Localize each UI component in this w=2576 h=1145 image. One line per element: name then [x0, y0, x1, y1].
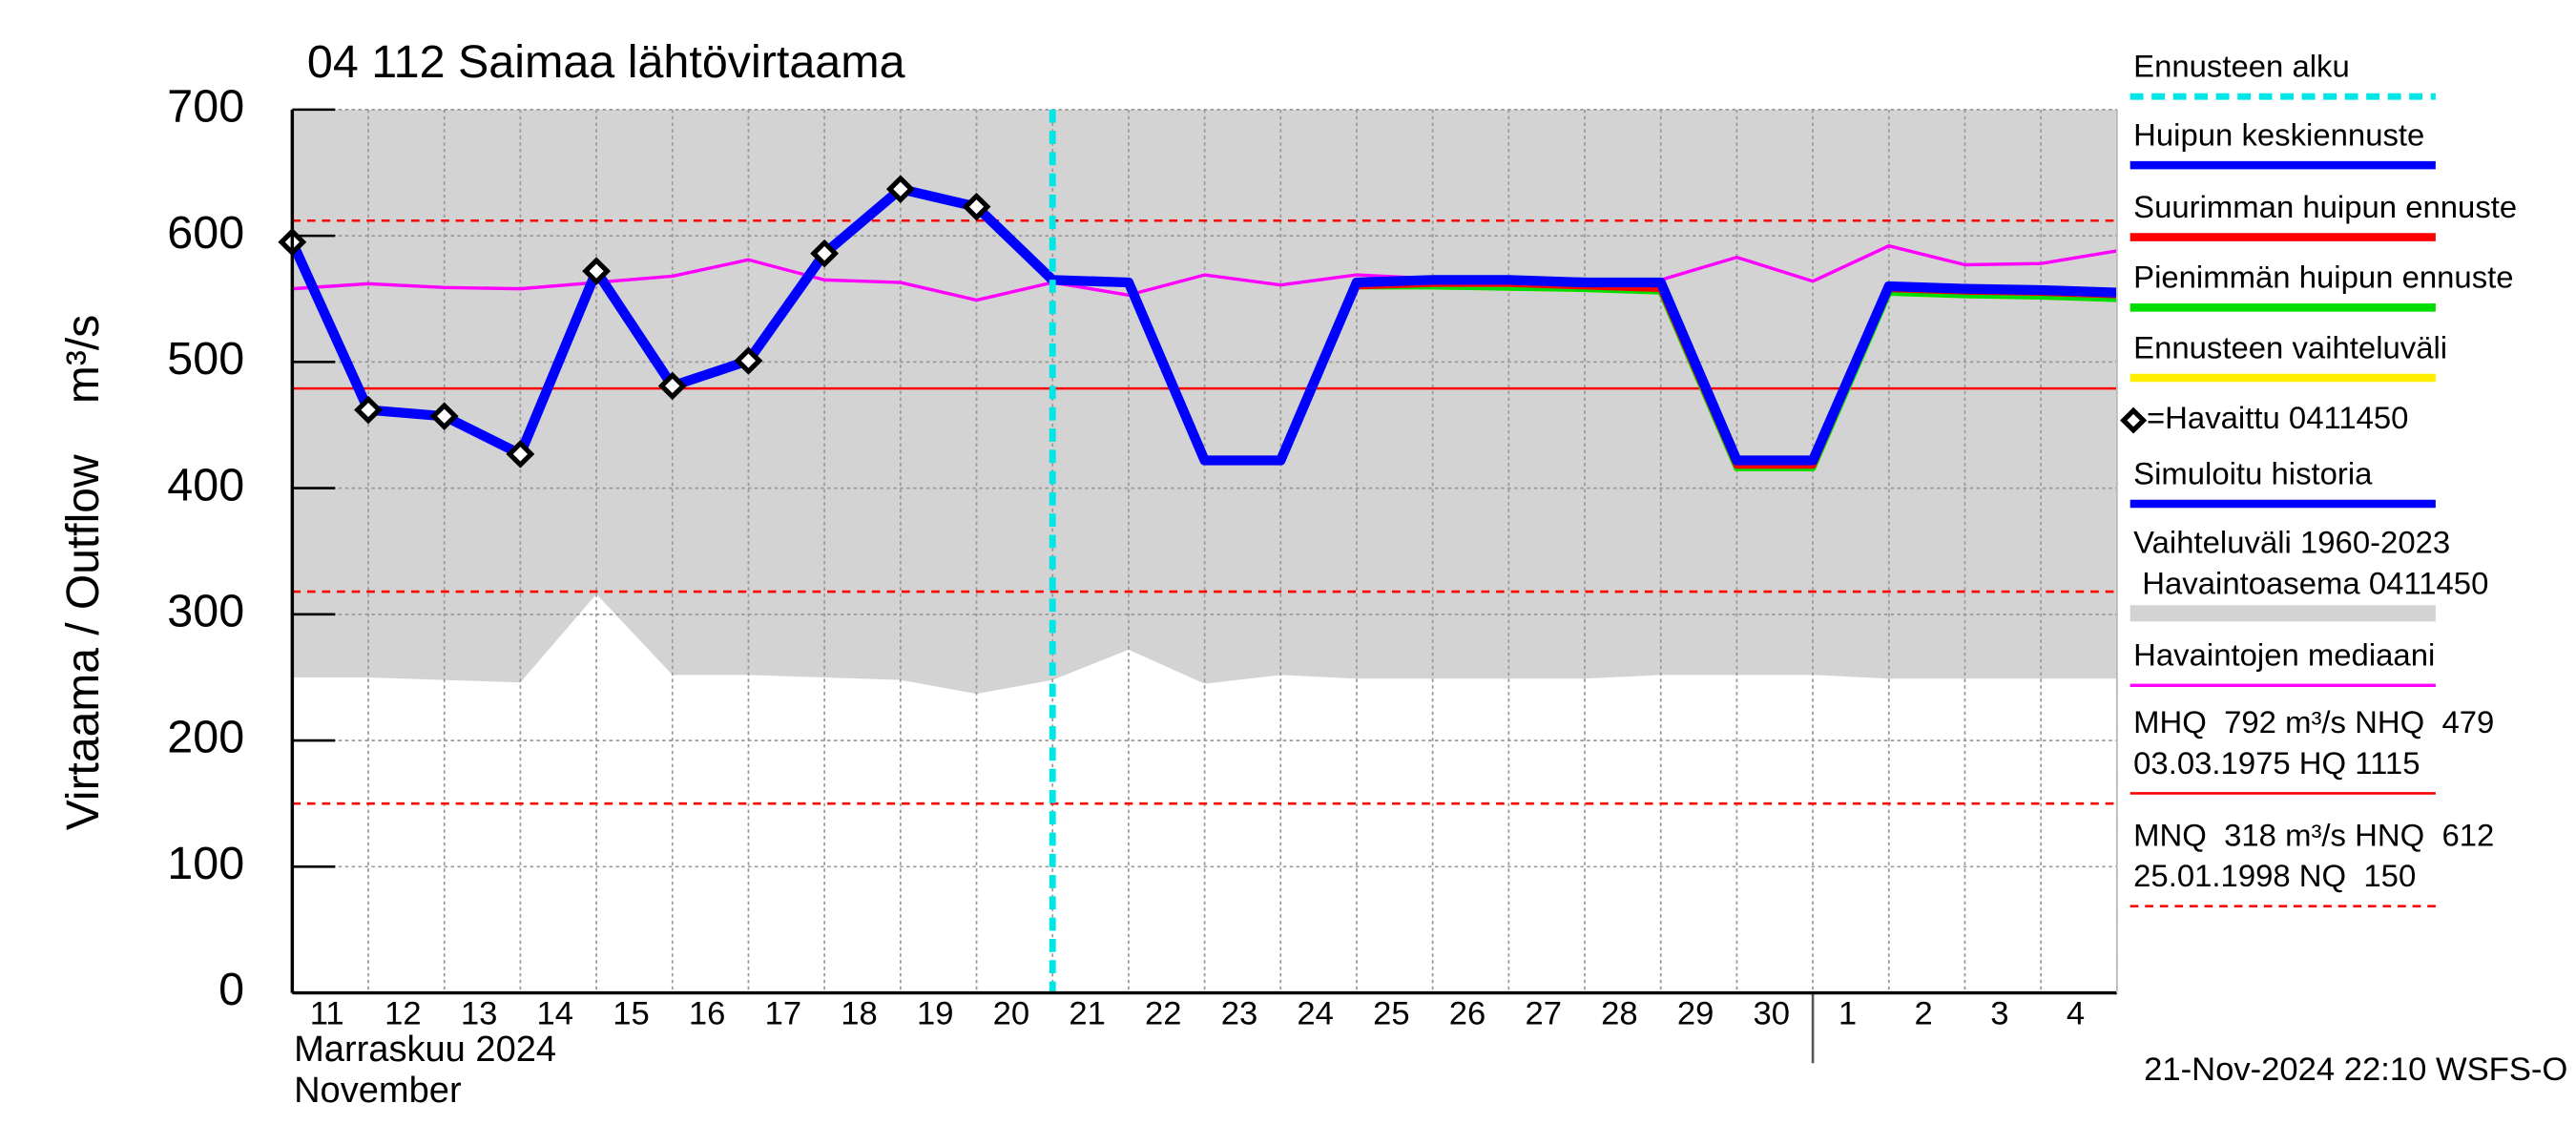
x-tick-label: 30	[1754, 996, 1790, 1032]
observed-point	[734, 346, 763, 375]
x-tick-label: 13	[461, 996, 497, 1032]
x-tick-label: 16	[689, 996, 725, 1032]
x-tick-label: 12	[384, 996, 421, 1032]
timestamp: 21-Nov-2024 22:10 WSFS-O	[2144, 1051, 2567, 1088]
x-tick-label: 1	[1839, 996, 1857, 1032]
legend-label: 03.03.1975 HQ 1115	[2133, 745, 2420, 781]
legend-label: Havaintoasema 0411450	[2133, 565, 2488, 600]
observed-point	[885, 175, 915, 203]
x-tick-label: 24	[1297, 996, 1333, 1032]
month-label: Marraskuu 2024	[294, 1030, 556, 1070]
legend-marker	[2120, 406, 2148, 434]
x-tick-label: 28	[1601, 996, 1637, 1032]
legend-label: MHQ 792 m³/s NHQ 479	[2133, 704, 2494, 739]
observed-point	[429, 402, 459, 430]
y-tick-label: 600	[167, 207, 244, 259]
observed-point	[657, 371, 687, 401]
y-axis-label: Virtaama / Outflow m³/s	[57, 315, 109, 830]
x-tick-label: 23	[1221, 996, 1257, 1032]
y-tick-label: 0	[218, 964, 244, 1015]
x-tick-label: 22	[1145, 996, 1181, 1032]
legend-label: Simuloitu historia	[2133, 456, 2373, 491]
x-tick-label: 3	[1990, 996, 2008, 1032]
observed-point	[810, 239, 840, 268]
legend-label: Havaintojen mediaani	[2133, 637, 2435, 673]
series-line	[1052, 275, 2118, 466]
y-tick-label: 200	[167, 712, 244, 763]
legend-label: Ennusteen vaihteluväli	[2133, 330, 2447, 365]
y-tick-label: 300	[167, 586, 244, 637]
x-tick-label: 11	[310, 996, 344, 1032]
observed-point	[354, 395, 383, 425]
observed-point	[506, 440, 535, 468]
x-tick-label: 25	[1373, 996, 1409, 1032]
legend-label: Suurimman huipun ennuste	[2133, 189, 2517, 224]
legend-label: Huipun keskiennuste	[2133, 117, 2424, 153]
x-tick-label: 21	[1069, 996, 1105, 1032]
y-tick-label: 500	[167, 333, 244, 385]
x-tick-label: 15	[613, 996, 649, 1032]
x-tick-label: 18	[841, 996, 877, 1032]
legend-label: MNQ 318 m³/s HNQ 612	[2133, 817, 2494, 852]
x-tick-label: 26	[1449, 996, 1485, 1032]
x-tick-label: 19	[917, 996, 953, 1032]
observed-point	[962, 192, 991, 221]
x-tick-label: 20	[993, 996, 1029, 1032]
legend-label: Ennusteen alku	[2133, 49, 2350, 84]
chart-title: 04 112 Saimaa lähtövirtaama	[307, 36, 905, 88]
month-label-en: November	[294, 1071, 462, 1111]
legend-label: =Havaittu 0411450	[2147, 400, 2408, 435]
y-tick-label: 100	[167, 838, 244, 889]
y-tick-label: 700	[167, 81, 244, 133]
y-tick-label: 400	[167, 459, 244, 510]
x-tick-label: 4	[2067, 996, 2085, 1032]
legend-label: 25.01.1998 NQ 150	[2133, 858, 2416, 893]
x-tick-label: 14	[537, 996, 573, 1032]
observed-point	[582, 257, 612, 285]
x-tick-label: 17	[765, 996, 801, 1032]
legend-label: Pienimmän huipun ennuste	[2133, 260, 2513, 295]
x-tick-label: 2	[1915, 996, 1933, 1032]
legend-label: Vaihteluväli 1960-2023	[2133, 525, 2450, 560]
x-tick-label: 27	[1525, 996, 1561, 1032]
x-tick-label: 29	[1677, 996, 1714, 1032]
